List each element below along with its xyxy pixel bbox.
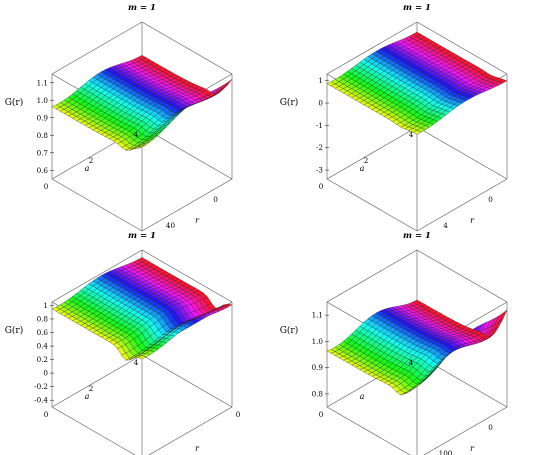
r-tick-label: 40: [166, 221, 176, 230]
surface: [326, 31, 508, 135]
z-tick-label: -0.2: [34, 382, 48, 391]
z-tick-label: -2: [316, 143, 323, 152]
panel-title: m = 1: [403, 3, 431, 13]
z-tick-label: 0.6: [37, 328, 49, 337]
a-tick-label: 4: [134, 130, 139, 139]
box-edge: [141, 354, 233, 408]
a-tick-label: 0: [319, 182, 324, 191]
box-edge: [51, 21, 143, 75]
box-edge: [51, 354, 143, 408]
a-axis-label: a: [360, 164, 365, 173]
box-edge: [416, 21, 508, 75]
z-tick-label: 1.1: [312, 311, 323, 320]
box-edge: [326, 21, 418, 75]
z-tick-label: 1: [43, 301, 48, 310]
z-tick-label: 0: [318, 99, 323, 108]
chart-panel-3: m = 1 G(r) 1 0.8 0.6 0.4 0.2 0 -0.2 -0.4 0 2 4 a 0 r: [5, 231, 241, 455]
r-tick-label: 4: [443, 221, 448, 230]
box-edge: [423, 406, 508, 455]
z-tick-label: 0.6: [37, 166, 49, 175]
a-tick-label: 2: [364, 156, 369, 165]
box-edge: [326, 126, 418, 180]
z-tick-label: 1: [318, 76, 323, 85]
a-axis-label: a: [85, 392, 90, 401]
z-tick-label: 0.9: [37, 113, 49, 122]
panel-title: m = 1: [128, 231, 156, 241]
panel-title: m = 1: [128, 3, 156, 13]
r-axis-label: r: [470, 216, 475, 225]
box-edge: [141, 178, 233, 232]
a-tick-label: 2: [89, 384, 94, 393]
z-tick-label: -3: [316, 166, 323, 175]
z-tick-label: -1: [316, 121, 323, 130]
r-tick-label: 100: [439, 449, 453, 455]
box-edge: [141, 21, 233, 75]
z-tick-label: 1.0: [312, 337, 324, 346]
surface-patch: [498, 79, 508, 84]
z-tick-label: 0.8: [37, 314, 49, 323]
r-tick-label: 0: [488, 423, 493, 432]
z-tick-label: 0.8: [37, 131, 49, 140]
surface-patch: [223, 79, 233, 88]
z-axis-label: G(r): [280, 325, 299, 336]
a-tick-label: 0: [44, 410, 49, 419]
r-tick-label: 0: [213, 195, 218, 204]
a-tick-label: 0: [44, 182, 49, 191]
box-edge: [326, 406, 411, 455]
a-tick-label: 4: [409, 130, 414, 139]
box-edge: [326, 249, 418, 303]
panel-title: m = 1: [403, 231, 431, 241]
chart-panel-4: m = 1 G(r) 1.1 1.0 0.9 0.8 0 4 a 100 0 r: [280, 231, 508, 455]
surface-patch: [223, 303, 233, 308]
box-edge: [141, 249, 233, 303]
box-edge: [416, 126, 508, 180]
a-axis-label: a: [85, 164, 90, 173]
r-axis-label: r: [195, 216, 200, 225]
z-tick-label: 0.8: [312, 389, 324, 398]
surface-patch: [498, 309, 508, 323]
box-edge: [51, 249, 143, 303]
chart-panel-1: m = 1 G(r) 1.1 1.0 0.9 0.8 0.7 0.6 0 2 4 a 40 0 r: [5, 3, 233, 232]
z-axis-label: G(r): [5, 97, 24, 108]
a-axis-label: a: [360, 392, 365, 401]
r-axis-label: r: [470, 444, 475, 453]
box-edge: [148, 406, 233, 455]
a-tick-label: 0: [319, 410, 324, 419]
r-axis-label: r: [195, 444, 200, 453]
z-tick-label: 0.9: [312, 363, 324, 372]
z-tick-label: 0.2: [37, 355, 48, 364]
chart-panel-2: m = 1 G(r) 1 0 -1 -2 -3 0 2 4 a 4 0 r: [280, 3, 508, 232]
z-tick-label: -0.4: [34, 396, 48, 405]
r-tick-label: 0: [236, 410, 241, 419]
z-tick-label: 0.7: [37, 148, 49, 157]
z-tick-label: 1.1: [37, 78, 48, 87]
r-tick-label: 0: [488, 195, 493, 204]
a-tick-label: 4: [409, 358, 414, 367]
a-tick-label: 4: [134, 358, 139, 367]
box-edge: [51, 178, 143, 232]
z-tick-label: 0.4: [37, 342, 49, 351]
z-tick-label: 0: [43, 369, 48, 378]
surface: [326, 299, 508, 396]
box-edge: [51, 406, 136, 455]
a-tick-label: 2: [89, 156, 94, 165]
z-tick-label: 1.0: [37, 96, 49, 105]
box-edge: [326, 178, 418, 232]
surface: [51, 257, 233, 361]
box-edge: [416, 249, 508, 303]
z-axis-label: G(r): [280, 97, 299, 108]
z-axis-label: G(r): [5, 325, 24, 336]
surface: [51, 55, 233, 151]
box-edge: [416, 178, 508, 232]
